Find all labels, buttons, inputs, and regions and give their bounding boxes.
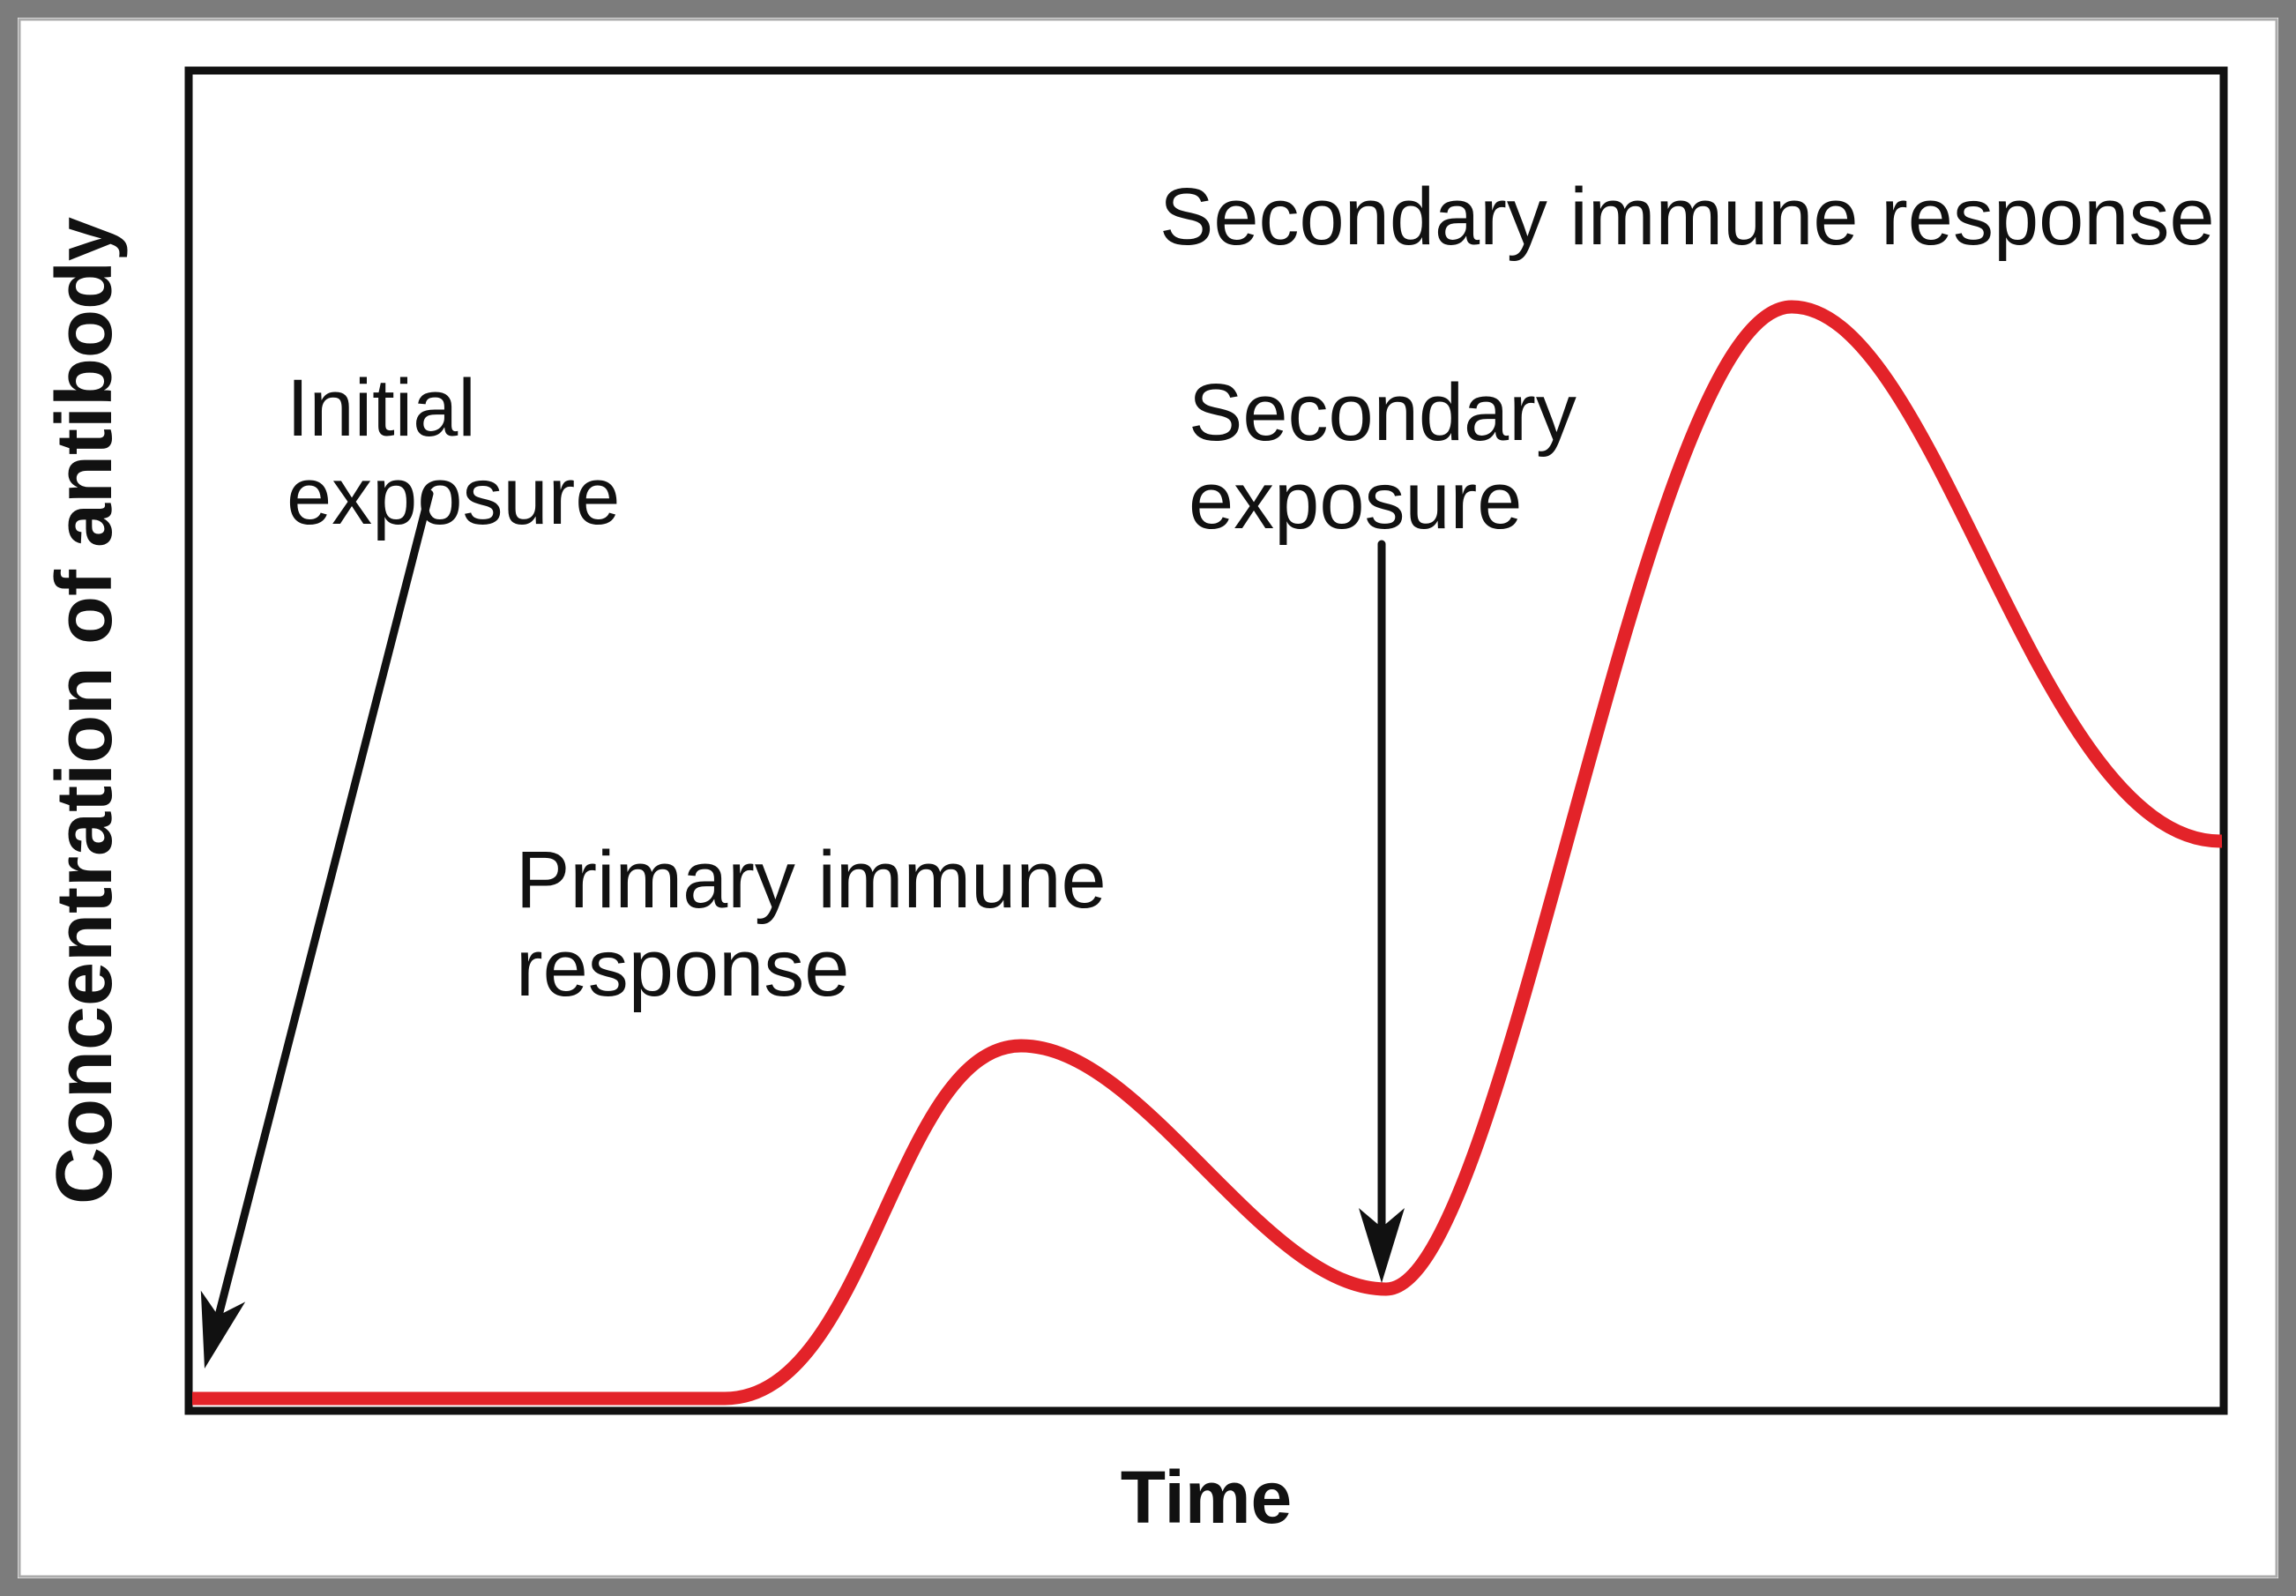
annotation-secondary-exposure: Secondary exposure [1189,368,1577,547]
annotation-primary-immune-response: Primary immune response [516,835,1107,1014]
outer-frame-highlight [18,18,2278,1578]
initial-exposure-arrowhead [200,1290,246,1369]
secondary-exposure-arrowhead [1359,1208,1405,1283]
plot-box-border [184,66,2228,1415]
annotation-initial-exposure: Initial exposure [287,363,621,542]
initial-exposure-arrow-line [215,489,434,1316]
annotation-secondary-immune-response: Secondary immune response [1159,172,2215,262]
y-axis-label: Concentration of antibody [40,217,129,1204]
x-axis-label: Time [1120,1456,1293,1539]
antibody-concentration-curve [192,300,2223,1406]
